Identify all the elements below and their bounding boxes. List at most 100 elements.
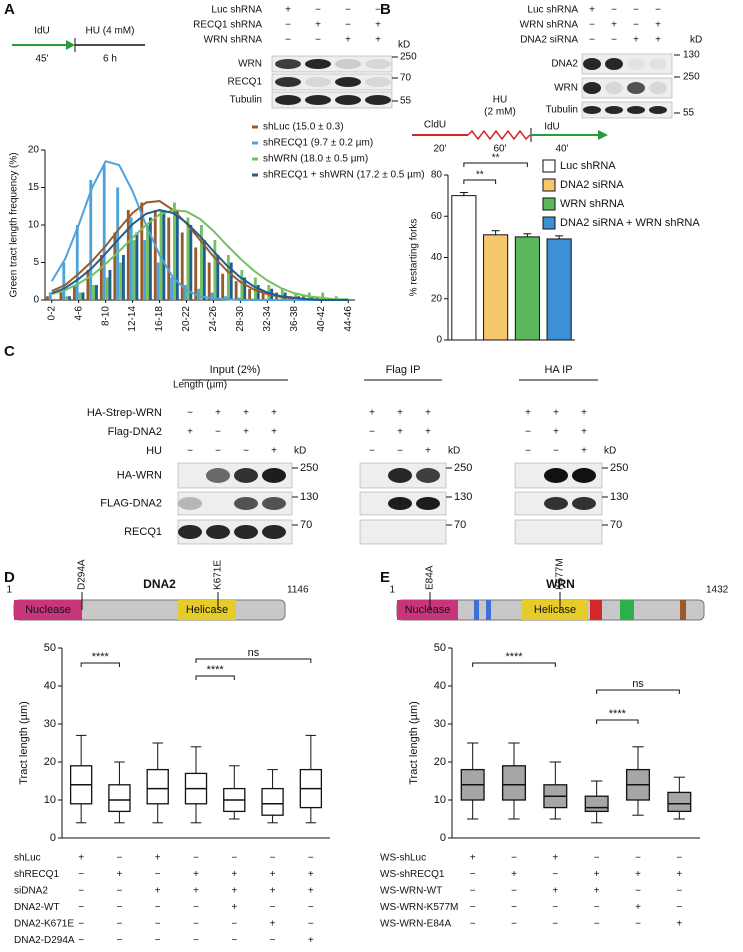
blot-row-label: DNA2	[551, 59, 578, 70]
bar	[119, 262, 122, 300]
condition-sign: −	[470, 902, 476, 913]
condition-sign: +	[308, 869, 314, 880]
marker-label: 250	[400, 52, 417, 63]
condition-sign: −	[655, 5, 661, 16]
condition-sign: −	[78, 919, 84, 930]
panel-label: A	[4, 1, 15, 18]
motif	[590, 600, 602, 620]
condition-sign: +	[117, 869, 123, 880]
condition-sign: −	[270, 853, 276, 864]
blot-row-label: WRN	[554, 83, 578, 94]
x-tick-label: 0-2	[46, 306, 57, 321]
blot-band	[305, 59, 331, 69]
bar	[108, 270, 112, 300]
blot-row-label: Tubulin	[230, 95, 262, 106]
condition-sign: +	[193, 886, 199, 897]
residue-label: 1432	[706, 585, 729, 596]
motif	[486, 600, 491, 620]
condition-sign: +	[635, 902, 641, 913]
blot-band	[234, 497, 258, 510]
bar	[68, 296, 71, 300]
bar	[261, 292, 265, 300]
significance-bracket	[80, 662, 120, 667]
legend-label: DNA2 siRNA + WRN shRNA	[560, 217, 700, 229]
blot-band	[206, 525, 230, 539]
bar	[216, 255, 220, 300]
blot	[359, 519, 447, 545]
y-tick-label: 0	[440, 832, 446, 844]
bar	[240, 270, 244, 300]
condition-sign: −	[155, 869, 161, 880]
y-tick-label: 30	[44, 718, 56, 730]
condition-sign: −	[285, 35, 291, 46]
condition-label: WS-shRECQ1	[380, 869, 445, 880]
blot-band	[335, 59, 361, 69]
condition-sign: −	[589, 20, 595, 31]
condition-sign: +	[270, 869, 276, 880]
condition-sign: −	[552, 902, 558, 913]
fit-curve	[51, 208, 349, 301]
y-tick-label: 20	[44, 756, 56, 768]
marker-label: 70	[610, 519, 622, 531]
condition-sign: −	[315, 35, 321, 46]
blot-band	[605, 82, 623, 94]
bar	[175, 210, 179, 300]
condition-sign: −	[594, 902, 600, 913]
condition-label: WS-WRN-K577M	[380, 902, 458, 913]
condition-sign: −	[375, 5, 381, 16]
blot-band	[262, 525, 286, 539]
marker-label: 250	[683, 72, 700, 83]
marker-label: 130	[300, 491, 318, 503]
condition-label: Luc shRNA	[527, 5, 578, 16]
significance-label: ns	[632, 678, 644, 690]
domain	[397, 600, 458, 620]
blot	[271, 55, 393, 73]
box	[261, 787, 284, 816]
blot-row-label: RECQ1	[124, 526, 162, 538]
condition-sign: +	[315, 20, 321, 31]
condition-sign: +	[397, 427, 403, 438]
bar	[194, 247, 198, 300]
domain	[522, 600, 588, 620]
label: (2 mM)	[484, 107, 516, 118]
condition-sign: +	[271, 408, 277, 419]
condition-sign: −	[193, 919, 199, 930]
condition-sign: −	[397, 446, 403, 457]
condition-sign: −	[553, 446, 559, 457]
bar	[334, 296, 338, 300]
blot-title: HA IP	[544, 364, 572, 376]
blot-band	[262, 468, 286, 483]
bar	[102, 165, 106, 300]
x-tick-label: 4-6	[73, 306, 84, 321]
legend-swatch	[542, 197, 556, 211]
blot-band	[572, 497, 596, 510]
blot-title: Flag IP	[386, 364, 421, 376]
fit-curve	[51, 208, 349, 301]
condition-sign: −	[193, 902, 199, 913]
x-tick-label: 20-22	[181, 306, 192, 332]
x-tick-label: 36-38	[289, 306, 300, 332]
significance-label: **	[492, 153, 500, 164]
bar	[310, 296, 314, 300]
condition-sign: −	[215, 446, 221, 457]
condition-sign: −	[78, 935, 84, 946]
bar	[148, 217, 152, 300]
legend-label: Luc shRNA	[560, 160, 616, 172]
condition-sign: −	[155, 902, 161, 913]
condition-sign: +	[215, 408, 221, 419]
y-tick-label: 15	[28, 182, 40, 193]
condition-sign: +	[308, 886, 314, 897]
condition-sign: −	[369, 427, 375, 438]
bar	[253, 277, 257, 300]
condition-sign: −	[285, 20, 291, 31]
bar	[213, 240, 217, 300]
condition-sign: −	[345, 5, 351, 16]
bar	[202, 240, 206, 300]
bar	[229, 262, 233, 300]
blot-band	[275, 77, 301, 87]
significance-bracket	[463, 179, 497, 184]
y-tick-label: 20	[434, 756, 446, 768]
condition-sign: +	[285, 5, 291, 16]
bar	[162, 210, 166, 300]
